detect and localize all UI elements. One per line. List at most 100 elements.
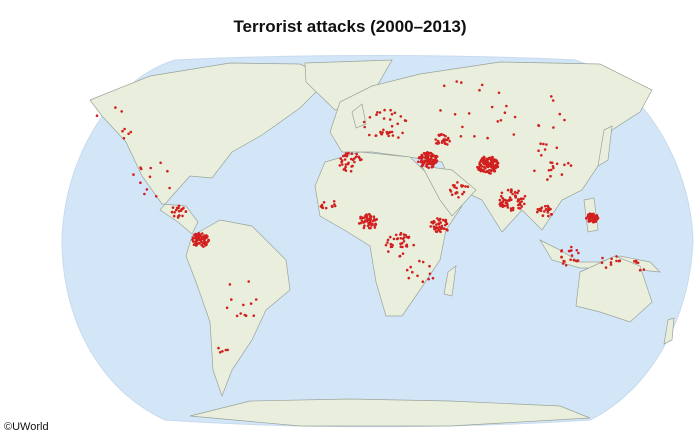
attack-dot <box>386 241 389 244</box>
attack-dot <box>609 261 613 264</box>
attack-dot <box>426 162 430 166</box>
attack-dot <box>177 204 181 208</box>
attack-dot <box>434 156 438 160</box>
attack-dot <box>457 196 460 199</box>
attack-dot <box>439 230 442 234</box>
attack-dot <box>409 265 413 269</box>
attack-dot <box>374 134 378 137</box>
attack-dot <box>513 190 517 194</box>
attack-dot <box>196 242 199 246</box>
attack-dot <box>636 261 640 265</box>
attack-dot <box>368 212 371 216</box>
attack-dot <box>345 154 349 158</box>
attack-dot <box>403 119 407 122</box>
attack-dot <box>443 227 446 230</box>
attack-dot <box>449 190 453 193</box>
attack-dot <box>349 169 353 173</box>
attack-dot <box>235 314 239 318</box>
attack-dot <box>499 119 503 122</box>
attack-dot <box>541 214 545 217</box>
attack-dot <box>226 348 229 352</box>
attack-dot <box>330 204 334 208</box>
attack-dot <box>139 181 142 184</box>
attack-dot <box>590 216 594 220</box>
attack-dot <box>460 81 463 84</box>
attack-dot <box>585 217 588 220</box>
attack-dot <box>483 159 487 162</box>
attack-dot <box>493 165 497 169</box>
attack-dot <box>511 206 515 210</box>
japan <box>597 125 613 167</box>
attack-dot <box>417 160 420 164</box>
attack-dot <box>517 189 520 193</box>
attack-dot <box>455 186 458 190</box>
attack-dot <box>173 211 176 214</box>
attack-dot <box>171 206 175 209</box>
attack-dot <box>344 152 348 155</box>
attack-dot <box>506 188 510 192</box>
attack-dot <box>499 201 502 205</box>
attack-dot <box>191 236 195 239</box>
attack-dot <box>114 106 117 109</box>
attack-dot <box>399 245 403 248</box>
attack-dot <box>476 165 479 169</box>
attack-dot <box>591 219 594 222</box>
attack-dot <box>192 243 196 247</box>
attack-dot <box>577 251 580 255</box>
attack-dot <box>392 237 396 241</box>
attack-dot <box>355 152 359 156</box>
attack-dot <box>536 210 539 214</box>
attack-dot <box>401 131 404 135</box>
attack-dot <box>574 259 578 263</box>
uk <box>351 103 367 129</box>
attack-dot <box>555 146 559 150</box>
attack-dot <box>343 158 347 161</box>
attack-dot <box>139 167 143 171</box>
attack-dot <box>485 163 489 167</box>
attack-dot <box>508 196 512 199</box>
attack-dot <box>239 312 242 315</box>
attack-dot <box>390 112 394 116</box>
attack-dot <box>249 302 253 305</box>
attack-dot <box>159 161 162 165</box>
attack-dot <box>567 249 571 253</box>
attack-dot <box>563 260 566 263</box>
attack-dot <box>549 168 553 172</box>
attack-dot <box>551 99 555 102</box>
attack-dot <box>512 133 516 136</box>
attack-dot <box>519 197 523 200</box>
attack-dot <box>570 254 574 257</box>
attack-dot <box>383 108 386 112</box>
attack-dot <box>505 104 508 108</box>
attack-dot <box>543 148 547 151</box>
attack-dot <box>482 165 486 169</box>
attack-dot <box>217 346 220 350</box>
attack-dot <box>390 130 394 134</box>
attack-dot <box>543 210 546 213</box>
attack-dot <box>430 220 433 224</box>
attack-dot <box>459 135 463 138</box>
attack-dot <box>412 243 416 247</box>
attack-dot <box>495 161 499 164</box>
attack-dot <box>378 111 382 114</box>
attack-dot <box>425 154 428 158</box>
attack-dot <box>546 210 550 214</box>
attack-dot <box>538 208 542 212</box>
attack-dot <box>321 206 325 210</box>
attack-dot <box>436 142 440 145</box>
attack-dot <box>439 221 443 224</box>
attack-dot <box>569 258 572 262</box>
attack-dot <box>363 224 366 227</box>
attack-dot <box>351 158 355 161</box>
attack-dot <box>347 161 350 165</box>
attack-dot <box>604 266 608 269</box>
attack-dot <box>363 125 367 129</box>
attack-dot <box>120 110 123 113</box>
attack-dot <box>427 277 430 281</box>
attack-dot <box>477 168 481 171</box>
attack-dot <box>437 133 441 137</box>
attack-dot <box>344 169 348 172</box>
attack-dot <box>339 157 343 160</box>
attack-dot <box>430 156 433 160</box>
attack-dot <box>517 198 520 201</box>
